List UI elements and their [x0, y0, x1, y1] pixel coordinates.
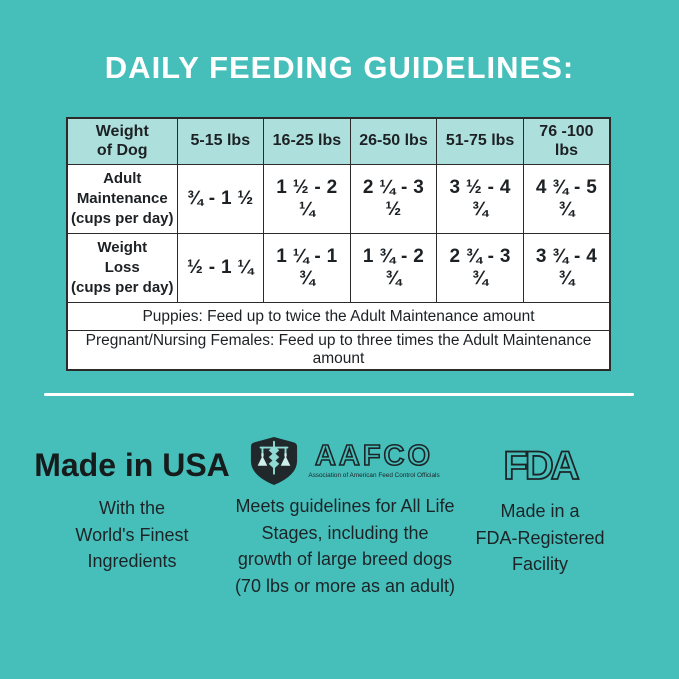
page-title: DAILY FEEDING GUIDELINES: [104, 50, 575, 85]
aafco-description-line: Stages, including the [261, 522, 429, 543]
aafco-wordmark: AAFCO Association of American Feed Contr… [308, 440, 439, 479]
fda-description-line: FDA-Registered [475, 527, 605, 548]
aafco-subtitle: Association of American Feed Control Off… [308, 472, 439, 479]
fda-description: Made in a FDA-Registered Facility [460, 498, 620, 578]
feeding-value: 1 ¼ - 1 ¾ [263, 233, 351, 303]
aafco-description-line: Meets guidelines for All Life [235, 496, 455, 516]
note-pregnant-nursing: Pregnant/Nursing Females: Feed up to thr… [66, 330, 611, 371]
aafco-description-line: (70 lbs or more as an adult) [234, 575, 456, 596]
header-weight-range-3: 26-50 lbs [349, 117, 438, 165]
feeding-value: 3 ¾ - 4 ¾ [522, 233, 611, 303]
row-label-line: (cups per day) [70, 209, 174, 227]
aafco-wordmark-text: AAFCO [314, 440, 432, 472]
header-weight-of-dog-line2: of Dog [96, 141, 148, 159]
made-in-usa-subtext-line: World's Finest [75, 524, 189, 545]
row-label-line: Maintenance [76, 190, 168, 208]
header-weight-range-1: 5-15 lbs [176, 117, 265, 165]
feeding-value: 3 ½ - 4 ¾ [436, 164, 524, 234]
table-row-adult-maintenance: Adult Maintenance (cups per day) ¾ - 1 ½… [66, 164, 611, 234]
row-label-line: Weight [97, 239, 148, 257]
aafco-block: AAFCO Association of American Feed Contr… [220, 434, 470, 599]
note-puppies: Puppies: Feed up to twice the Adult Main… [66, 302, 611, 331]
row-label-line: Loss [104, 259, 140, 277]
feeding-value: 2 ¾ - 3 ¾ [436, 233, 524, 303]
fda-description-line: Facility [511, 554, 568, 574]
made-in-usa-block: Made in USA With the World's Finest Ingr… [28, 447, 236, 575]
header-weight-range-5: 76 -100 lbs [522, 117, 611, 165]
header-weight-of-dog: Weight of Dog [66, 117, 178, 165]
header-weight-range-2: 16-25 lbs [263, 117, 351, 165]
row-label-adult-maintenance: Adult Maintenance (cups per day) [66, 164, 178, 234]
table-row-note-puppies: Puppies: Feed up to twice the Adult Main… [66, 302, 611, 331]
aafco-description-line: growth of large breed dogs [237, 549, 453, 569]
feeding-value: 2 ¼ - 3 ½ [349, 164, 438, 234]
table-header-row: Weight of Dog 5-15 lbs 16-25 lbs 26-50 l… [66, 117, 611, 165]
feeding-value: 1 ¾ - 2 ¾ [349, 233, 438, 303]
fda-wordmark-text: FDA [503, 444, 578, 488]
feeding-guidelines-table: Weight of Dog 5-15 lbs 16-25 lbs 26-50 l… [66, 117, 611, 371]
feeding-value: 1 ½ - 2 ¼ [263, 164, 351, 234]
made-in-usa-subtext-line: With the [98, 498, 166, 518]
header-weight-range-4: 51-75 lbs [436, 117, 524, 165]
header-weight-of-dog-line1: Weight [95, 122, 149, 140]
divider-line [44, 393, 634, 396]
row-label-line: Adult [103, 170, 142, 188]
aafco-logo: AAFCO Association of American Feed Contr… [220, 434, 470, 488]
aafco-description: Meets guidelines for All Life Stages, in… [220, 493, 470, 599]
made-in-usa-subtext: With the World's Finest Ingredients [28, 495, 236, 575]
feeding-value: ¾ - 1 ½ [176, 164, 265, 234]
feeding-value: ½ - 1 ¼ [176, 233, 265, 303]
fda-description-line: Made in a [500, 501, 580, 521]
fda-block: FDA Made in a FDA-Registered Facility [460, 441, 620, 578]
row-label-weight-loss: Weight Loss (cups per day) [66, 233, 178, 303]
fda-logo-icon: FDA [502, 443, 582, 489]
made-in-usa-subtext-line: Ingredients [87, 551, 177, 571]
feeding-value: 4 ¾ - 5 ¾ [522, 164, 611, 234]
table-row-weight-loss: Weight Loss (cups per day) ½ - 1 ¼ 1 ¼ -… [66, 233, 611, 303]
row-label-line: (cups per day) [70, 278, 174, 296]
table-row-note-pregnant: Pregnant/Nursing Females: Feed up to thr… [66, 330, 611, 371]
aafco-shield-scale-wheat-icon [250, 436, 297, 486]
made-in-usa-heading: Made in USA [34, 447, 230, 483]
